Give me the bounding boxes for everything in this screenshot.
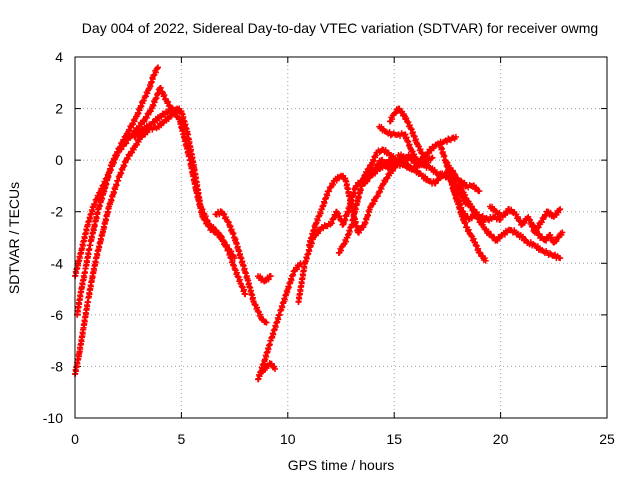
data-point-marker xyxy=(165,98,172,105)
data-point-marker xyxy=(364,178,371,185)
data-point-marker xyxy=(265,276,272,283)
data-point-marker xyxy=(477,249,484,256)
y-tick-label: 4 xyxy=(55,49,63,65)
data-point-marker xyxy=(488,231,495,238)
data-point-marker xyxy=(559,229,566,236)
data-point-marker xyxy=(547,209,554,216)
data-point-marker xyxy=(476,188,483,195)
data-point-marker xyxy=(521,219,528,226)
data-point-marker xyxy=(514,213,521,220)
data-point-marker xyxy=(154,64,161,71)
data-point-marker xyxy=(536,231,543,238)
grid-lines xyxy=(75,57,607,418)
data-point-marker xyxy=(263,319,270,326)
data-point-marker xyxy=(382,179,389,186)
data-point-marker xyxy=(473,209,480,216)
data-point-marker xyxy=(556,206,563,213)
data-point-marker xyxy=(134,132,141,139)
data-point-marker xyxy=(231,255,238,262)
y-tick-label: -6 xyxy=(51,307,64,323)
y-tick-label: -10 xyxy=(43,410,63,426)
y-axis-label: SDTVAR / TECUs xyxy=(6,182,22,294)
data-point-marker xyxy=(412,154,419,161)
data-point-marker xyxy=(468,203,475,210)
data-point-marker xyxy=(538,219,545,226)
y-tick-label: -4 xyxy=(51,255,64,271)
x-tick-label: 5 xyxy=(178,431,186,447)
data-point-marker xyxy=(218,234,225,241)
y-tick-label: 2 xyxy=(55,101,63,117)
x-tick-label: 0 xyxy=(71,431,79,447)
data-point-marker xyxy=(461,179,468,186)
data-point-marker xyxy=(372,170,379,177)
data-point-marker xyxy=(389,168,396,175)
x-tick-label: 15 xyxy=(386,431,402,447)
data-point-marker xyxy=(478,215,485,222)
data-point-marker xyxy=(553,238,560,245)
x-axis-ticks: 0 5 10 15 20 25 xyxy=(71,57,615,447)
y-tick-label: -2 xyxy=(51,204,64,220)
data-point-marker xyxy=(429,154,436,161)
data-point-marker xyxy=(223,241,230,248)
y-tick-label: 0 xyxy=(55,152,63,168)
data-point-marker xyxy=(293,266,300,273)
chart-title: Day 004 of 2022, Sidereal Day-to-day VTE… xyxy=(82,20,598,36)
data-point-marker xyxy=(153,117,160,124)
data-point-marker xyxy=(210,223,217,230)
x-tick-label: 10 xyxy=(280,431,296,447)
data-point-marker xyxy=(363,170,370,177)
data-point-marker xyxy=(422,173,429,180)
data-point-marker xyxy=(220,237,227,244)
data-point-marker xyxy=(242,291,249,298)
data-point-marker xyxy=(485,228,492,235)
data-point-marker xyxy=(165,115,172,122)
data-points xyxy=(72,64,566,383)
data-point-marker xyxy=(272,366,279,373)
data-point-marker xyxy=(535,224,542,231)
y-axis-ticks: -10 -8 -6 -4 -2 0 2 4 xyxy=(43,49,607,426)
y-tick-label: -8 xyxy=(51,358,64,374)
x-tick-label: 20 xyxy=(493,431,509,447)
x-tick-label: 25 xyxy=(599,431,615,447)
data-point-marker xyxy=(267,273,274,280)
data-point-marker xyxy=(261,366,268,373)
data-point-marker xyxy=(452,133,459,140)
data-point-marker xyxy=(557,255,564,262)
data-point-marker xyxy=(414,167,421,174)
data-point-marker xyxy=(428,155,435,162)
data-point-marker xyxy=(326,188,333,195)
data-point-marker xyxy=(158,122,165,129)
data-point-marker xyxy=(228,248,235,255)
data-point-marker xyxy=(404,161,411,168)
data-point-marker xyxy=(557,206,564,213)
data-point-marker xyxy=(522,236,529,243)
data-point-marker xyxy=(543,237,550,244)
data-point-marker xyxy=(330,181,337,188)
data-point-marker xyxy=(315,230,322,237)
data-point-marker xyxy=(382,147,389,154)
x-axis-label: GPS time / hours xyxy=(288,457,395,473)
data-point-marker xyxy=(480,219,487,226)
data-point-marker xyxy=(542,212,549,219)
data-point-marker xyxy=(482,257,489,264)
data-point-marker xyxy=(431,166,438,173)
plot-frame xyxy=(74,56,608,419)
data-point-marker xyxy=(425,150,432,157)
data-point-marker xyxy=(379,156,386,163)
